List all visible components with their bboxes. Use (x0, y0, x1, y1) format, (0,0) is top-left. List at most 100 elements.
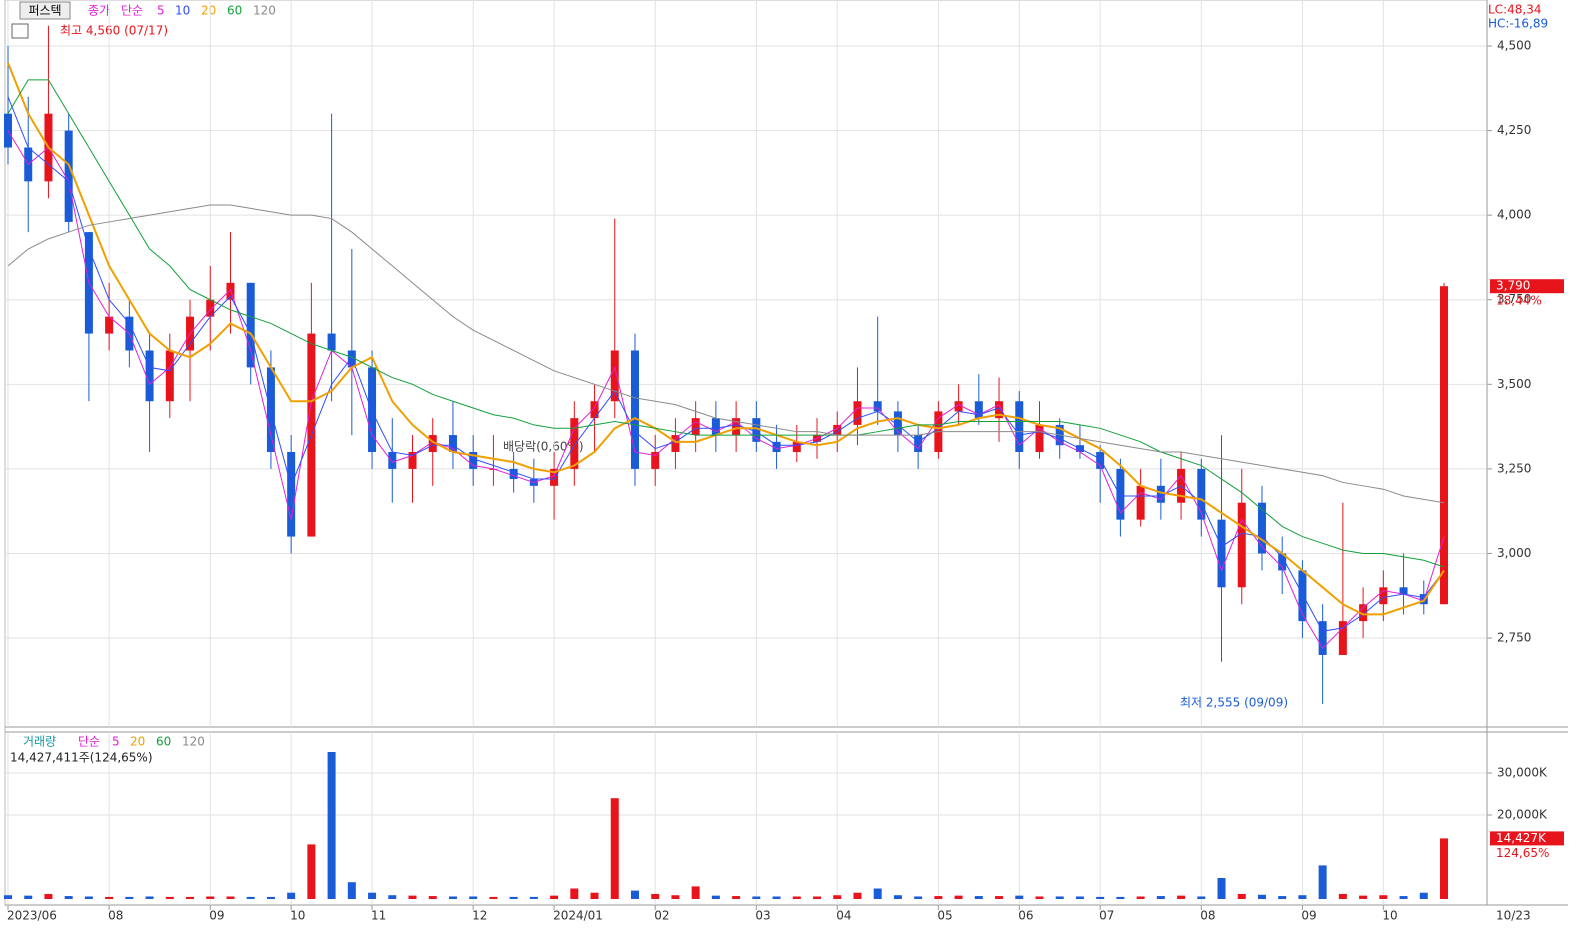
x-tick-label: 08 (1200, 909, 1215, 923)
volume-bar (368, 892, 377, 899)
candle-body (1096, 451, 1105, 469)
y-tick-label: 3,500 (1497, 377, 1531, 391)
volume-bar (550, 895, 559, 899)
volume-bar (1035, 896, 1044, 899)
ma-line (7, 204, 1445, 504)
volume-bar (428, 896, 437, 899)
x-tick-label: 03 (755, 909, 770, 923)
candle-body (570, 418, 579, 469)
candle-body (1338, 621, 1347, 655)
candle-body (1318, 621, 1327, 655)
candle-body (64, 130, 73, 222)
candle-body (1035, 424, 1044, 452)
volume-bar (1298, 895, 1307, 899)
volume-bar (1257, 894, 1266, 899)
dividend-note: 배당락(0,60%) (503, 440, 584, 454)
candle-body (1359, 604, 1368, 622)
last-volume-box (1490, 831, 1564, 846)
volume-bar (752, 896, 761, 899)
legend-entry: 20 (201, 4, 216, 18)
candle-body (772, 441, 781, 452)
volume-bar (671, 895, 680, 899)
y-tick-label: 20,000K (1497, 807, 1548, 821)
candle-body (671, 435, 680, 452)
volume-bar (1237, 893, 1246, 899)
volume-bar (1177, 895, 1186, 899)
candle-body (752, 418, 761, 442)
candle-body (287, 451, 296, 537)
volume-bar (1055, 896, 1064, 899)
volume-bar (833, 895, 842, 899)
volume-bar (691, 886, 700, 899)
x-tick-label: 08 (108, 909, 123, 923)
volume-bar (1156, 896, 1165, 899)
candle-body (388, 451, 397, 469)
volume-bar (307, 844, 316, 899)
volume-bar (813, 896, 822, 899)
volume-bar (266, 896, 275, 899)
volume-bar (914, 896, 923, 899)
y-tick-label: 3,750 (1497, 292, 1531, 306)
low-note: 최저 2,555 (09/09) (1180, 696, 1288, 710)
table-icon[interactable] (11, 23, 29, 39)
volume-bar (4, 895, 12, 899)
volume-legend-label: 거래량 (23, 735, 56, 749)
volume-legend-entry: 5 (112, 735, 120, 749)
candle-body (954, 401, 963, 412)
candle-body (1298, 570, 1307, 622)
legend-label: 종가 (88, 4, 110, 18)
volume-bar (1015, 895, 1024, 899)
candle-body (550, 468, 559, 486)
candle-body (347, 350, 356, 368)
x-end-label: 10/23 (1496, 909, 1531, 923)
ma-line (7, 96, 1445, 632)
volume-bar (388, 895, 397, 899)
last-price: 3,790 (1496, 279, 1530, 293)
x-tick-label: 2024/01 (553, 909, 603, 923)
volume-bar (893, 895, 902, 899)
volume-bar (1379, 895, 1388, 899)
candle-body (590, 401, 599, 419)
candle-body (732, 418, 741, 436)
last-change: 18,44% (1496, 294, 1542, 308)
candle-body (1136, 485, 1145, 520)
candle-body (651, 451, 660, 469)
candle-body (610, 350, 619, 402)
candle-body (1237, 502, 1246, 588)
candle-body (1278, 553, 1287, 571)
volume-legend-entry: 20 (130, 735, 145, 749)
volume-bar (1399, 896, 1408, 899)
y-tick-label: 3,250 (1497, 461, 1531, 475)
candle-body (853, 401, 862, 425)
volume-bar (347, 882, 356, 899)
volume-bar (408, 895, 417, 899)
candle-body (974, 401, 983, 419)
volume-bar (995, 896, 1004, 899)
volume-bar (64, 896, 73, 899)
volume-bar (186, 896, 195, 899)
candle-body (914, 435, 923, 452)
stock-name-box[interactable] (19, 1, 71, 20)
volume-bar (590, 892, 599, 899)
volume-bar (873, 888, 882, 899)
candle-body (509, 468, 518, 480)
volume-bar (974, 896, 983, 899)
x-tick-label: 06 (1018, 909, 1033, 923)
volume-bar (287, 892, 296, 899)
candle-body (1257, 502, 1266, 554)
high-note: 최고 4,560 (07/17) (60, 24, 168, 38)
candle-body (630, 350, 639, 469)
volume-bar (934, 896, 943, 899)
x-tick-label: 09 (209, 909, 224, 923)
volume-bar (246, 896, 255, 899)
volume-bar (145, 896, 154, 899)
legend-entry: 120 (253, 4, 276, 18)
volume-bar (1440, 838, 1448, 899)
volume-bar (469, 896, 478, 899)
volume-bar (610, 798, 619, 899)
volume-bar (206, 896, 215, 899)
legend-entry: 60 (227, 4, 242, 18)
volume-bar (711, 895, 720, 899)
hc-label: HC:-16,89 (1488, 17, 1548, 31)
last-price-box (1490, 279, 1564, 294)
